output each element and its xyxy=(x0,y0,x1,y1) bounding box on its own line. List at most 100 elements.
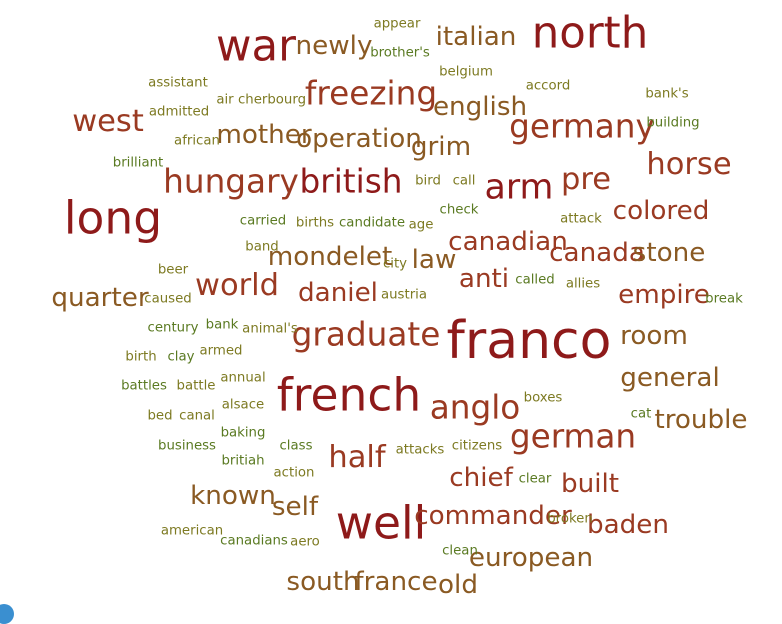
word-italian[interactable]: italian xyxy=(435,21,517,52)
word-grim[interactable]: grim xyxy=(410,131,472,162)
word-quarter[interactable]: quarter xyxy=(51,282,149,313)
word-built[interactable]: built xyxy=(560,468,620,499)
word-armed[interactable]: armed xyxy=(199,343,243,359)
word-carried[interactable]: carried xyxy=(239,213,287,229)
word-chief[interactable]: chief xyxy=(449,462,513,493)
word-british[interactable]: british xyxy=(299,162,403,201)
word-boxes[interactable]: boxes xyxy=(523,390,563,406)
word-clean[interactable]: clean xyxy=(442,543,478,559)
word-canadian[interactable]: canadian xyxy=(448,226,568,257)
word-anglo[interactable]: anglo xyxy=(429,388,521,427)
word-century[interactable]: century xyxy=(147,320,199,336)
word-franco[interactable]: franco xyxy=(446,311,612,371)
word-city[interactable]: city xyxy=(382,256,408,272)
word-class[interactable]: class xyxy=(279,438,313,454)
word-check[interactable]: check xyxy=(439,202,479,218)
word-bird[interactable]: bird xyxy=(415,173,441,189)
word-call[interactable]: call xyxy=(452,173,476,189)
word-half[interactable]: half xyxy=(328,439,386,475)
word-germany[interactable]: germany xyxy=(509,107,655,146)
word-admitted[interactable]: admitted xyxy=(148,104,210,120)
word-well[interactable]: well xyxy=(335,496,427,550)
word-french[interactable]: french xyxy=(276,368,422,422)
word-belgium[interactable]: belgium xyxy=(439,64,493,80)
word-canada[interactable]: canada xyxy=(549,237,645,268)
word-attack[interactable]: attack xyxy=(560,211,602,227)
word-birth[interactable]: birth xyxy=(125,349,157,365)
word-action[interactable]: action xyxy=(273,465,315,481)
word-law[interactable]: law xyxy=(411,244,457,275)
word-known[interactable]: known xyxy=(190,480,276,511)
word-battle[interactable]: battle xyxy=(176,378,216,394)
word-self[interactable]: self xyxy=(271,491,319,522)
word-annual[interactable]: annual xyxy=(220,370,266,386)
word-general[interactable]: general xyxy=(620,362,720,393)
word-brother-s[interactable]: brother's xyxy=(370,45,430,61)
word-cherbourg[interactable]: cherbourg xyxy=(237,92,307,108)
word-band[interactable]: band xyxy=(245,239,279,255)
word-animal-s[interactable]: animal's xyxy=(242,321,298,337)
word-appear[interactable]: appear xyxy=(373,16,421,32)
word-age[interactable]: age xyxy=(408,217,434,233)
word-arm[interactable]: arm xyxy=(484,167,554,208)
word-trouble[interactable]: trouble xyxy=(654,404,748,435)
word-american[interactable]: american xyxy=(160,523,224,539)
word-cat[interactable]: cat xyxy=(630,406,652,422)
word-break[interactable]: break xyxy=(705,291,743,307)
word-empire[interactable]: empire xyxy=(618,279,710,310)
word-aero[interactable]: aero xyxy=(290,534,320,550)
word-business[interactable]: business xyxy=(158,438,216,454)
word-graduate[interactable]: graduate xyxy=(291,315,441,354)
word-britiah[interactable]: britiah xyxy=(221,453,265,469)
word-canal[interactable]: canal xyxy=(179,408,215,424)
word-european[interactable]: european xyxy=(468,542,594,573)
word-births[interactable]: births xyxy=(295,215,335,231)
word-mondelet[interactable]: mondelet xyxy=(267,241,393,272)
word-pre[interactable]: pre xyxy=(561,161,611,197)
word-bank[interactable]: bank xyxy=(205,317,239,333)
word-air[interactable]: air xyxy=(216,92,234,108)
word-bank-s[interactable]: bank's xyxy=(645,86,689,102)
word-daniel[interactable]: daniel xyxy=(298,277,378,308)
word-called[interactable]: called xyxy=(515,272,555,288)
word-building[interactable]: building xyxy=(646,115,700,131)
word-old[interactable]: old xyxy=(438,569,478,600)
word-english[interactable]: english xyxy=(432,91,528,122)
word-bed[interactable]: bed xyxy=(147,408,173,424)
word-colored[interactable]: colored xyxy=(612,195,710,226)
word-austria[interactable]: austria xyxy=(380,287,428,303)
word-alsace[interactable]: alsace xyxy=(221,397,265,413)
word-south[interactable]: south xyxy=(286,566,360,597)
word-anti[interactable]: anti xyxy=(458,263,510,294)
word-clear[interactable]: clear xyxy=(518,471,552,487)
word-candidate[interactable]: candidate xyxy=(338,215,406,231)
word-baking[interactable]: baking xyxy=(220,425,266,441)
word-stone[interactable]: stone xyxy=(632,237,706,268)
word-beer[interactable]: beer xyxy=(157,262,189,278)
word-accord[interactable]: accord xyxy=(525,78,571,94)
word-hungary[interactable]: hungary xyxy=(163,162,299,201)
word-room[interactable]: room xyxy=(620,320,688,351)
word-canadians[interactable]: canadians xyxy=(220,533,288,549)
word-african[interactable]: african xyxy=(174,133,220,149)
word-baden[interactable]: baden xyxy=(586,509,670,540)
word-assistant[interactable]: assistant xyxy=(148,75,208,91)
word-mother[interactable]: mother xyxy=(216,119,312,150)
word-long[interactable]: long xyxy=(63,191,163,245)
word-france[interactable]: france xyxy=(354,566,438,597)
word-north[interactable]: north xyxy=(531,8,649,59)
word-brilliant[interactable]: brilliant xyxy=(112,155,164,171)
word-commander[interactable]: commander xyxy=(414,500,572,531)
word-caused[interactable]: caused xyxy=(144,291,192,307)
word-horse[interactable]: horse xyxy=(646,146,732,182)
word-clay[interactable]: clay xyxy=(167,349,195,365)
word-broken[interactable]: broken xyxy=(547,511,593,527)
word-citizens[interactable]: citizens xyxy=(451,438,503,454)
word-war[interactable]: war xyxy=(216,21,296,72)
word-german[interactable]: german xyxy=(509,417,637,456)
word-allies[interactable]: allies xyxy=(565,276,601,292)
word-attacks[interactable]: attacks xyxy=(395,442,445,458)
word-newly[interactable]: newly xyxy=(295,30,373,61)
word-world[interactable]: world xyxy=(195,267,279,303)
word-freezing[interactable]: freezing xyxy=(304,74,438,113)
